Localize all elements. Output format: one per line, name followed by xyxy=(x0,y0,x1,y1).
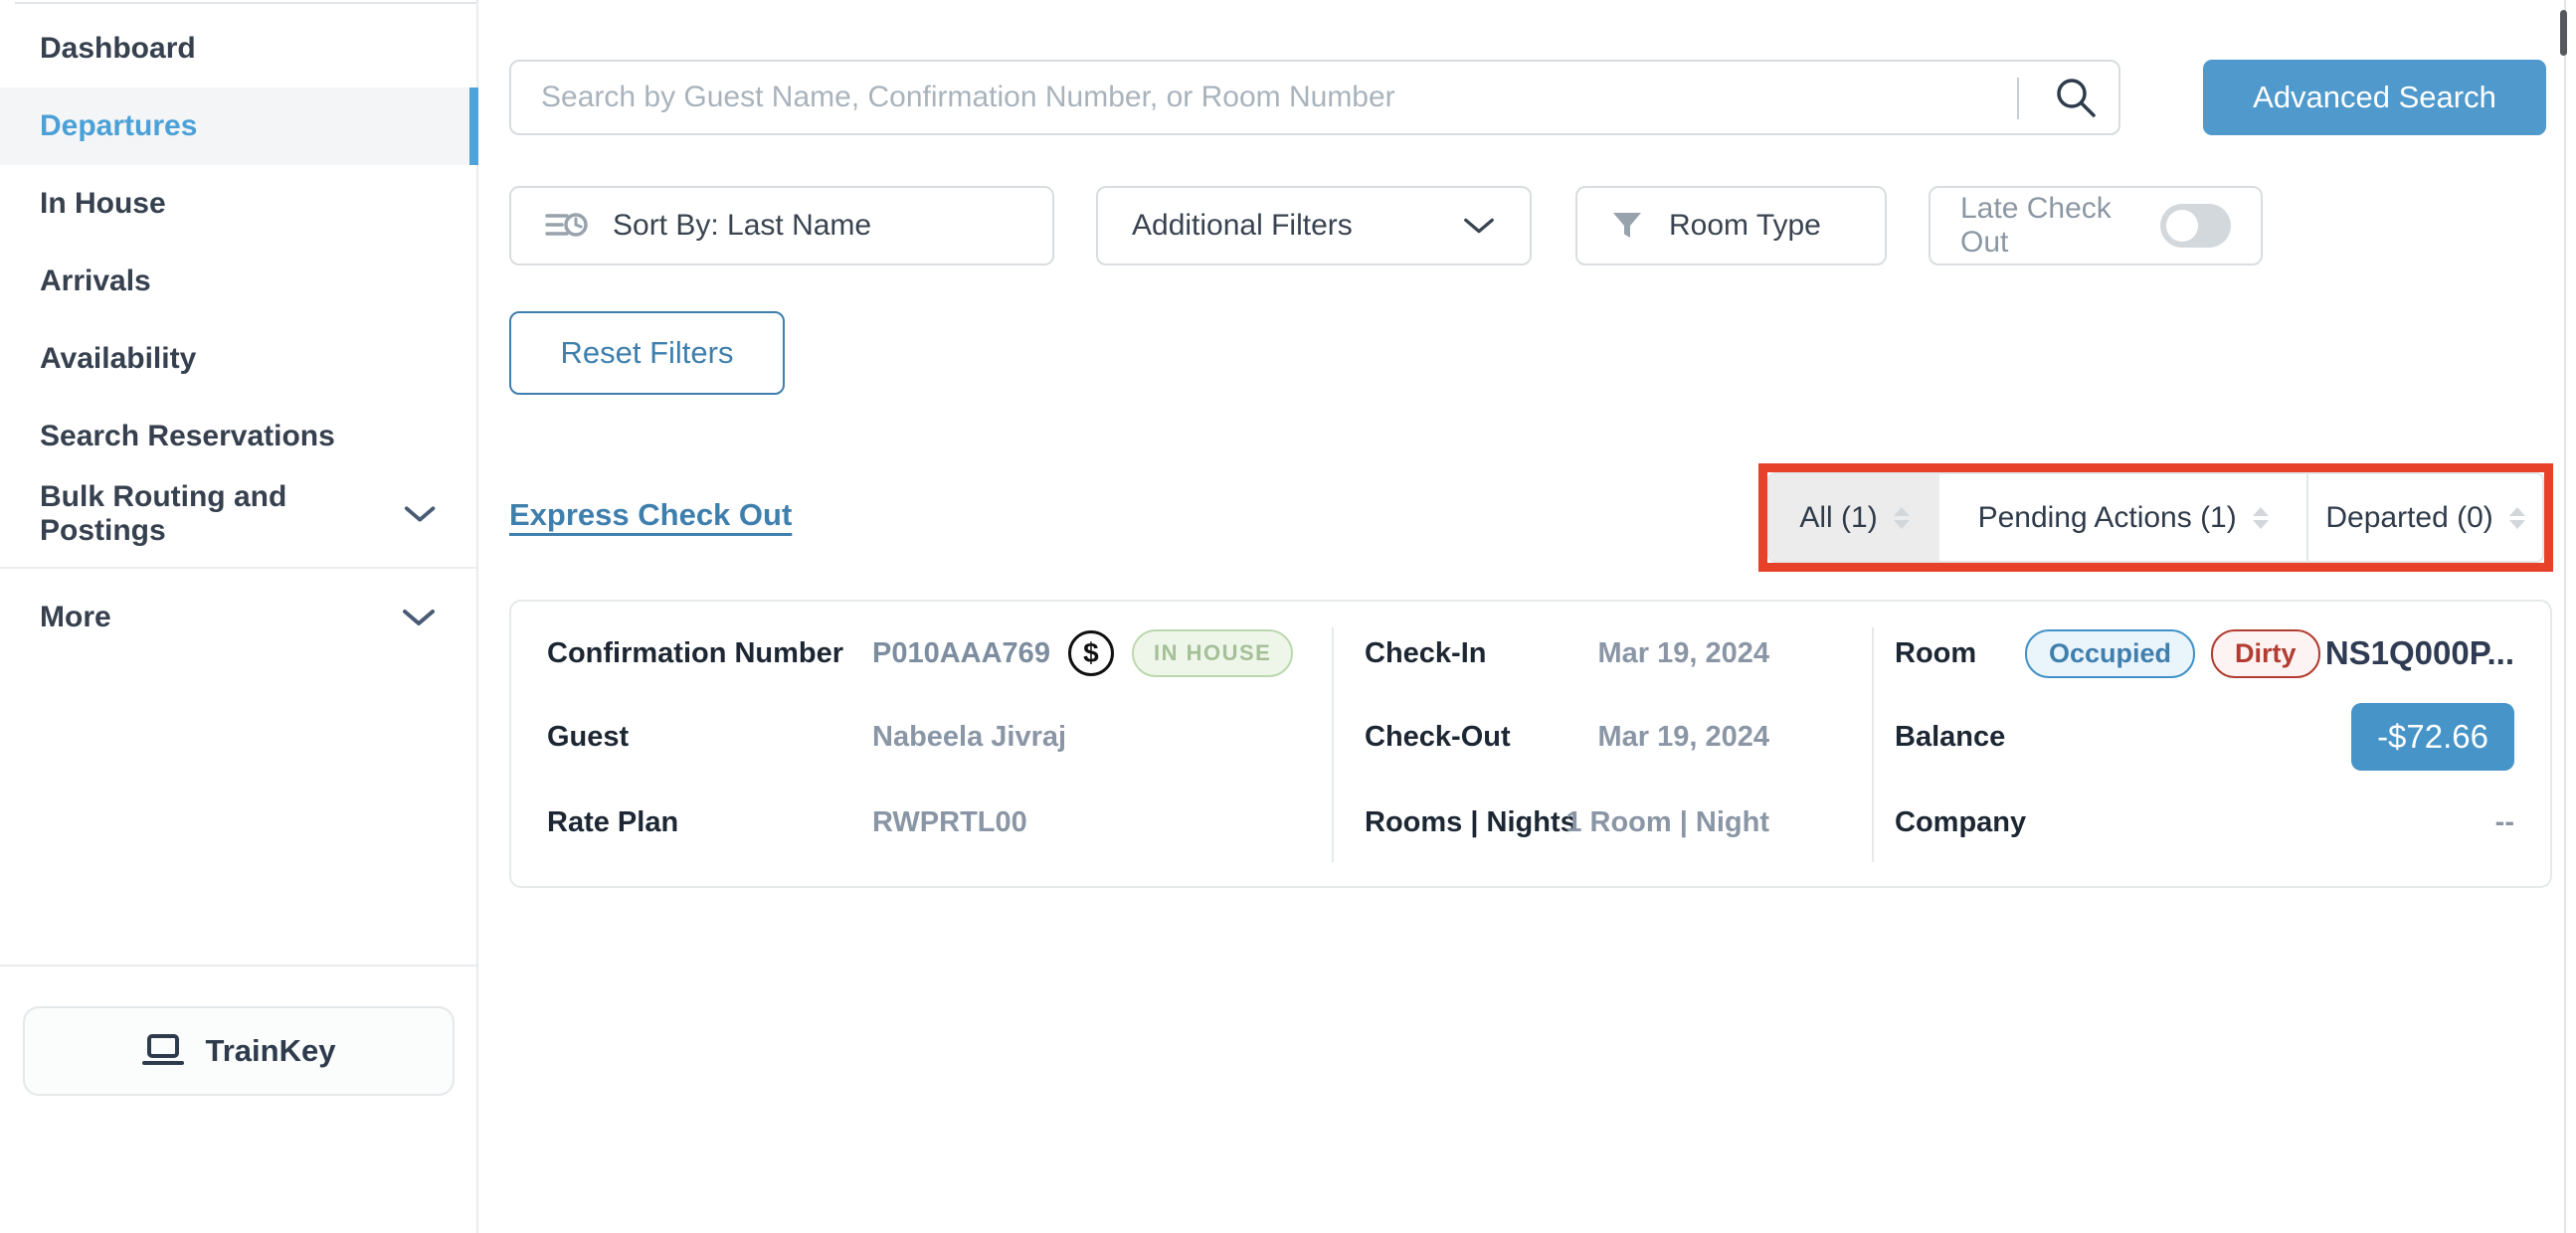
tab-departed[interactable]: Departed (0) xyxy=(2306,474,2542,561)
additional-filters-label: Additional Filters xyxy=(1132,209,1353,242)
tab-label: Departed (0) xyxy=(2325,500,2493,534)
guest-value: Nabeela Jivraj xyxy=(872,720,1067,753)
annotation-highlight-box: All (1) Pending Actions (1) Departed (0) xyxy=(1758,463,2553,572)
sidebar-item-bulk-routing[interactable]: Bulk Routing and Postings xyxy=(0,475,476,553)
reset-filters-button[interactable]: Reset Filters xyxy=(509,311,785,395)
sidebar-item-search-reservations[interactable]: Search Reservations xyxy=(0,398,476,475)
additional-filters-dropdown[interactable]: Additional Filters xyxy=(1096,186,1532,265)
rate-plan-label: Rate Plan xyxy=(547,805,679,838)
company-value: -- xyxy=(2494,805,2514,838)
tab-label: Pending Actions (1) xyxy=(1977,500,2237,534)
scrollbar-thumb[interactable] xyxy=(2560,10,2567,56)
late-checkout-toggle[interactable] xyxy=(2159,204,2231,248)
active-item-accent-bar xyxy=(469,88,478,165)
room-type-filter-button[interactable]: Room Type xyxy=(1575,186,1887,265)
guest-label: Guest xyxy=(547,720,630,753)
tab-all[interactable]: All (1) xyxy=(1769,474,1940,561)
confirmation-number-group: P010AAA769 $ IN HOUSE xyxy=(872,627,1294,679)
sort-by-button[interactable]: Sort By: Last Name xyxy=(509,186,1054,265)
sidebar-item-departures[interactable]: Departures xyxy=(0,88,478,165)
chevron-down-icon xyxy=(1464,218,1494,234)
sort-arrows-icon xyxy=(1893,506,1910,529)
rate-plan-value: RWPRTL00 xyxy=(872,805,1027,838)
sidebar-top-divider xyxy=(15,2,476,4)
card-column-divider xyxy=(1872,627,1874,862)
rooms-nights-value: 1 Room | Night xyxy=(1565,805,1769,838)
sidebar-item-label: Search Reservations xyxy=(40,420,335,452)
sidebar-item-availability[interactable]: Availability xyxy=(0,320,476,398)
toggle-knob xyxy=(2165,210,2198,242)
sort-arrows-icon xyxy=(2508,506,2525,529)
in-house-status-badge: IN HOUSE xyxy=(1131,629,1294,677)
sidebar-divider xyxy=(0,567,476,569)
sidebar-bottom-section: TrainKey xyxy=(0,965,476,1233)
sidebar-item-label: In House xyxy=(40,187,166,220)
sidebar-item-label: Bulk Routing and Postings xyxy=(40,480,287,547)
sidebar-item-dashboard[interactable]: Dashboard xyxy=(0,10,476,88)
sidebar-item-arrivals[interactable]: Arrivals xyxy=(0,243,476,320)
main-content: Advanced Search Sort By: Last Name Addit… xyxy=(480,0,2576,1233)
search-input-divider xyxy=(2017,78,2019,119)
express-checkout-link[interactable]: Express Check Out xyxy=(509,497,793,532)
search-icon[interactable] xyxy=(2052,74,2100,121)
sidebar-item-label: Availability xyxy=(40,342,197,375)
check-out-label: Check-Out xyxy=(1365,720,1511,753)
balance-amount-button[interactable]: -$72.66 xyxy=(2351,703,2514,771)
sidebar-item-label: Arrivals xyxy=(40,264,151,297)
check-out-value: Mar 19, 2024 xyxy=(1597,720,1769,753)
sidebar: Dashboard Departures In House Arrivals A… xyxy=(0,0,478,1233)
balance-label: Balance xyxy=(1895,720,2006,753)
sidebar-item-label: Dashboard xyxy=(40,32,196,65)
sidebar-item-in-house[interactable]: In House xyxy=(0,165,476,243)
room-number-value: NS1Q000P... xyxy=(2324,634,2514,671)
room-label: Room xyxy=(1895,636,1977,669)
reservation-card[interactable]: Confirmation Number P010AAA769 $ IN HOUS… xyxy=(509,600,2552,888)
check-in-label: Check-In xyxy=(1365,636,1487,669)
room-status-badges: Occupied Dirty xyxy=(2025,627,2320,679)
sort-arrows-icon xyxy=(2252,506,2269,529)
results-tab-bar: All (1) Pending Actions (1) Departed (0) xyxy=(1767,472,2544,563)
sidebar-item-label: Departures xyxy=(40,109,198,142)
confirmation-number-label: Confirmation Number xyxy=(547,636,844,669)
company-label: Company xyxy=(1895,805,2027,838)
check-in-value: Mar 19, 2024 xyxy=(1597,636,1769,669)
card-column-divider xyxy=(1332,627,1334,862)
chevron-down-icon xyxy=(404,506,436,522)
sidebar-item-label: More xyxy=(40,601,111,633)
dirty-status-badge: Dirty xyxy=(2211,628,2320,678)
tab-pending-actions[interactable]: Pending Actions (1) xyxy=(1939,474,2307,561)
advanced-search-button[interactable]: Advanced Search xyxy=(2203,60,2546,135)
rooms-nights-label: Rooms | Nights xyxy=(1365,805,1576,838)
search-input[interactable] xyxy=(509,60,2120,135)
late-checkout-label: Late Check Out xyxy=(1960,192,2112,259)
sidebar-nav: Dashboard Departures In House Arrivals A… xyxy=(0,10,478,656)
chevron-down-icon xyxy=(403,610,435,625)
occupied-status-badge: Occupied xyxy=(2025,628,2196,678)
laptop-icon xyxy=(141,1034,184,1065)
funnel-icon xyxy=(1613,213,1641,238)
tab-label: All (1) xyxy=(1799,500,1878,534)
dollar-circle-icon: $ xyxy=(1067,630,1114,676)
scrollbar-track[interactable] xyxy=(2564,0,2566,1233)
sidebar-item-more[interactable]: More xyxy=(0,579,476,656)
trainkey-label: TrainKey xyxy=(205,1033,336,1068)
sort-by-time-icon xyxy=(545,213,588,237)
confirmation-number-value: P010AAA769 xyxy=(872,636,1050,669)
trainkey-button[interactable]: TrainKey xyxy=(23,1006,455,1096)
late-checkout-filter: Late Check Out xyxy=(1929,186,2263,265)
sort-by-label: Sort By: Last Name xyxy=(613,209,872,242)
room-type-label: Room Type xyxy=(1669,209,1821,242)
